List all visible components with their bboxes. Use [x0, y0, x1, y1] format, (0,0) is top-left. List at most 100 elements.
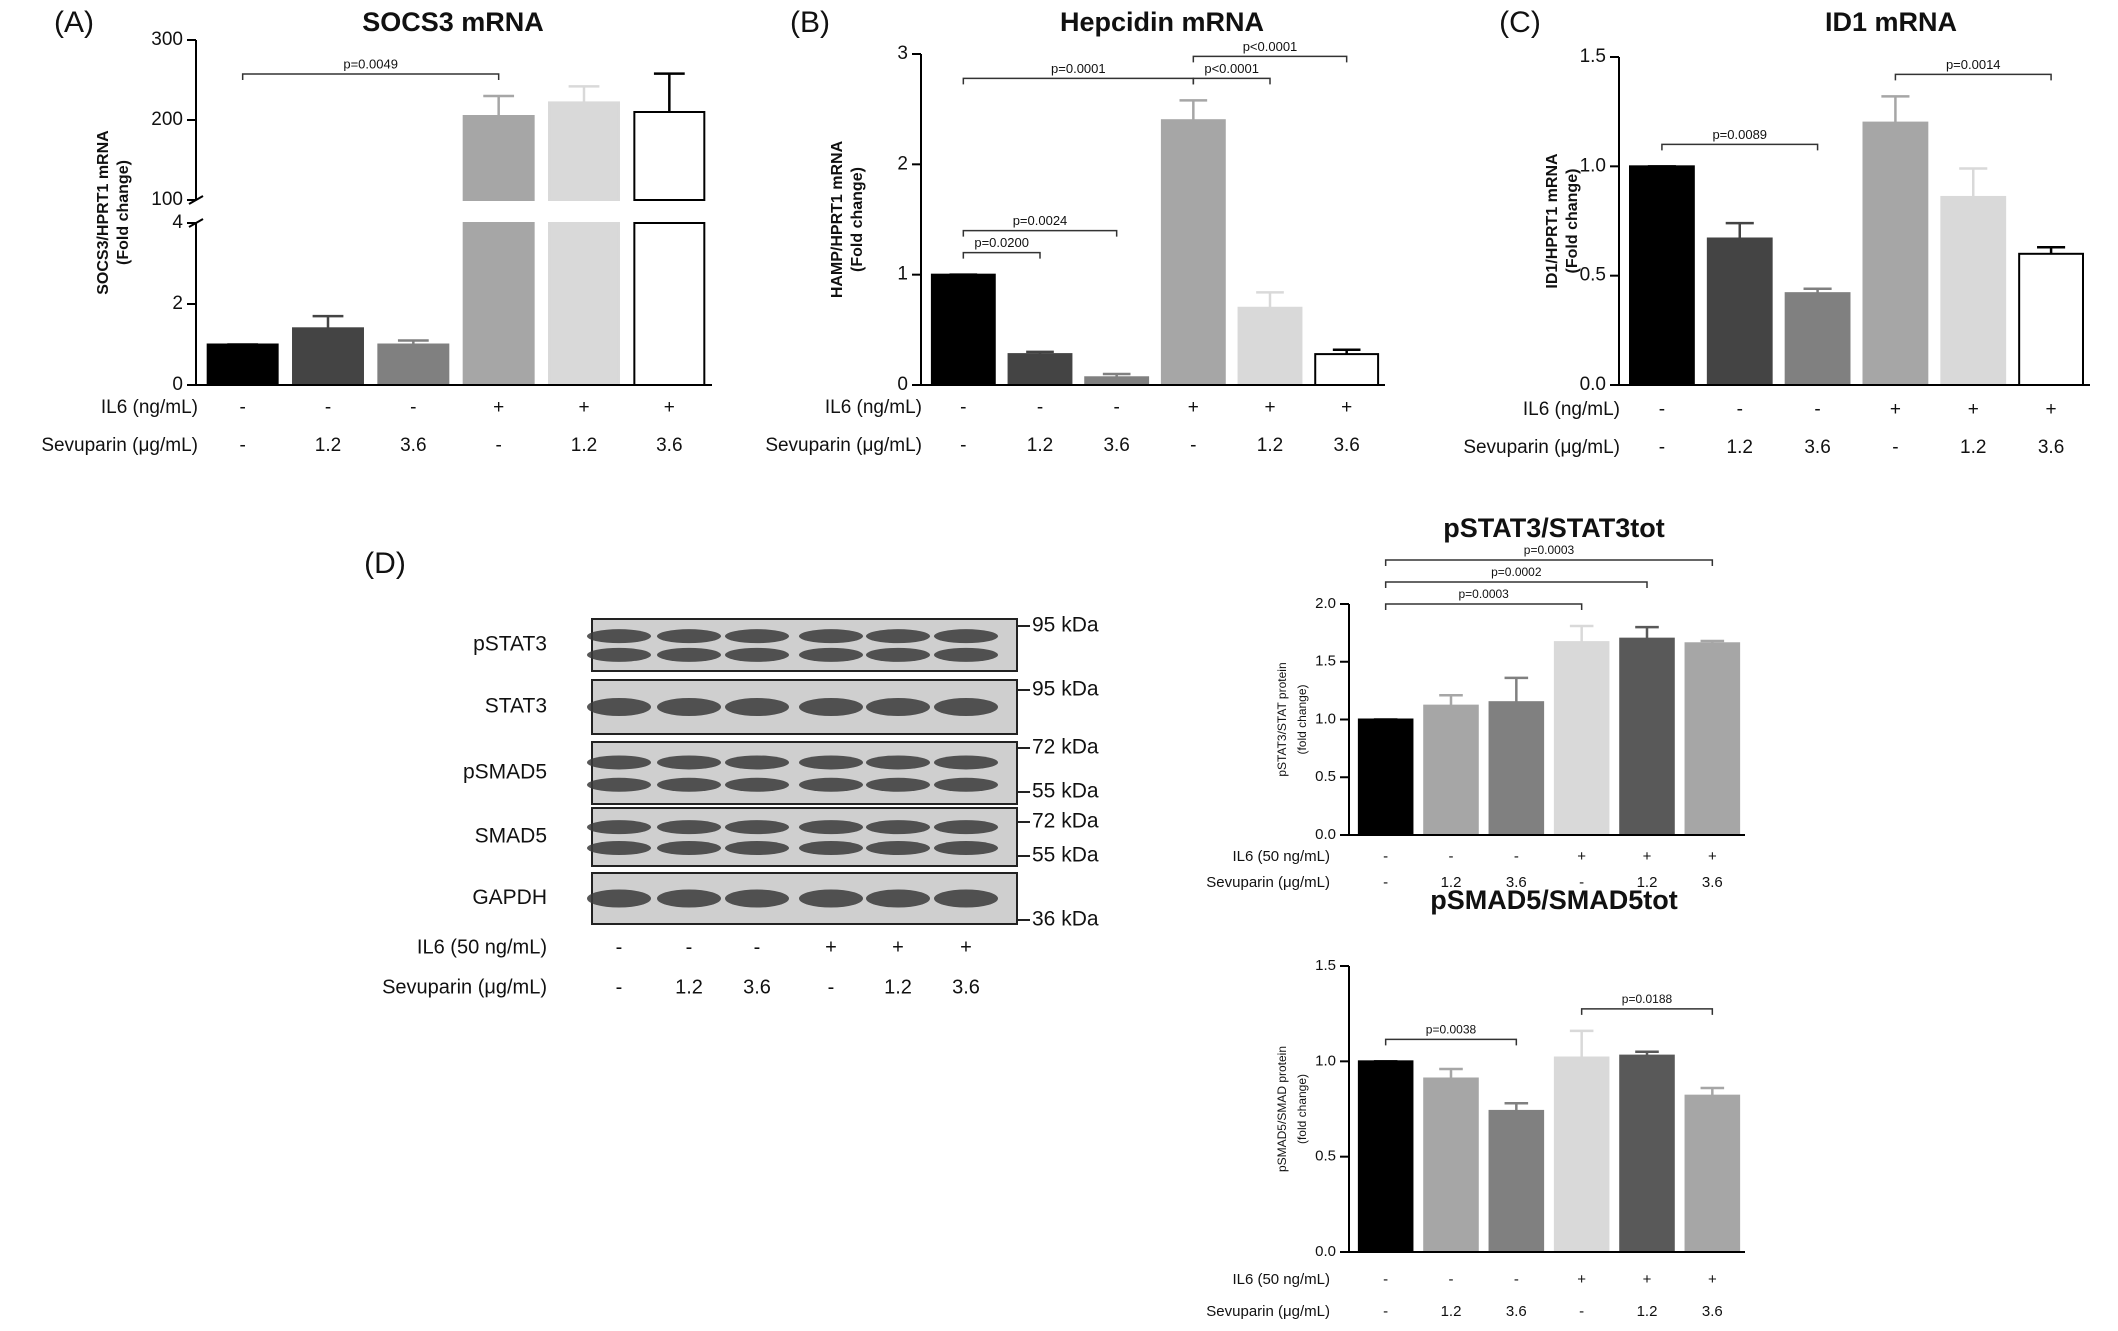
blot-band: [799, 777, 863, 792]
blot-band: [934, 755, 998, 770]
x-row-value: +: [1968, 399, 1979, 420]
bar: [1684, 1094, 1741, 1253]
x-row-value: 1.2: [1727, 437, 1753, 458]
blot-band: [657, 755, 721, 770]
bar: [1007, 353, 1073, 386]
bar: [1619, 1054, 1675, 1253]
y-tick-label: 300: [151, 29, 183, 50]
x-row-label: IL6 (50 ng/mL): [1232, 848, 1330, 865]
x-row-value: +: [1577, 848, 1586, 865]
x-row-value: -: [496, 435, 502, 456]
x-row-value: -: [1383, 1303, 1388, 1320]
bar: [2018, 252, 2084, 386]
blot-band: [866, 841, 930, 856]
bar: [1084, 376, 1150, 387]
y-axis-label: SOCS3/HPRT1 mRNA: [95, 130, 112, 295]
blot-band: [657, 647, 721, 662]
blot-band: [725, 820, 789, 835]
x-row-value: +: [892, 936, 904, 958]
x-row-value: -: [1892, 437, 1898, 458]
x-row-value: -: [686, 936, 693, 958]
panel-label: (A): [54, 6, 94, 39]
x-row-value: +: [1577, 1271, 1586, 1288]
significance-bracket: [241, 73, 500, 80]
p-value-label: p=0.0002: [1491, 565, 1542, 579]
error-bar: [1504, 676, 1529, 703]
p-value-label: p<0.0001: [1243, 39, 1298, 54]
bar: [1784, 292, 1851, 386]
blot-row-label: GAPDH: [472, 886, 547, 909]
significance-bracket: [1894, 73, 2052, 81]
y-tick-label: 1: [897, 264, 908, 285]
x-row-value: 3.6: [1702, 874, 1723, 891]
significance-bracket: [962, 229, 1118, 237]
bar: [1237, 306, 1303, 386]
blot-band: [799, 629, 863, 644]
marker-label: 55 kDa: [1032, 780, 1099, 803]
x-row-value: +: [1188, 397, 1199, 418]
error-bar: [397, 339, 429, 345]
y-axis-label: (fold change): [1295, 1074, 1309, 1144]
blot-band: [725, 777, 789, 792]
x-row-value: -: [1579, 1303, 1584, 1320]
significance-bracket: [1384, 559, 1714, 566]
chart-title: pSMAD5/SMAD5tot: [1430, 885, 1678, 915]
p-value-label: p=0.0049: [343, 56, 398, 71]
bar: [548, 101, 620, 201]
x-row-value: +: [578, 397, 589, 418]
significance-bracket: [1384, 1038, 1518, 1046]
panel-label: (B): [790, 6, 830, 39]
blot-strip: [591, 807, 1018, 867]
chart-title: ID1 mRNA: [1825, 7, 1957, 37]
y-tick-label: 0.5: [1315, 768, 1336, 785]
blot-band: [934, 841, 998, 856]
x-row-value: -: [1737, 399, 1743, 420]
bar: [1357, 718, 1414, 836]
error-bar: [1569, 624, 1594, 643]
x-row-value: -: [1514, 1271, 1519, 1288]
x-row-label: IL6 (ng/mL): [825, 397, 922, 418]
y-tick-label: 1.5: [1315, 653, 1336, 670]
x-row-value: -: [1449, 1271, 1454, 1288]
x-row-value: +: [1643, 1271, 1652, 1288]
error-bar: [1959, 167, 1988, 197]
x-row-value: -: [1449, 848, 1454, 865]
y-tick-label: 3: [897, 43, 908, 64]
blot-band: [657, 777, 721, 792]
x-row-label: Sevuparin (μg/mL): [1206, 874, 1330, 891]
x-row-value: -: [960, 397, 966, 418]
blot-band: [587, 841, 651, 856]
x-row-value: +: [493, 397, 504, 418]
x-row-value: -: [1190, 435, 1196, 456]
error-bar: [483, 94, 515, 116]
blot-band: [657, 889, 721, 908]
y-tick-label: 0: [897, 374, 908, 395]
x-row-value: 3.6: [1103, 435, 1129, 456]
y-axis-label: (Fold change): [849, 167, 866, 272]
blot-band: [866, 889, 930, 908]
x-row-value: -: [240, 435, 246, 456]
y-tick-label: 4: [172, 212, 183, 233]
blot-band: [866, 629, 930, 644]
x-row-value: 3.6: [1804, 437, 1830, 458]
bar: [633, 222, 706, 386]
bar: [1357, 1060, 1414, 1254]
blot-band: [866, 755, 930, 770]
bar: [1684, 642, 1741, 837]
y-tick-label: 1.0: [1315, 1052, 1336, 1069]
error-bar: [1102, 372, 1131, 378]
blot-band: [934, 698, 998, 716]
significance-bracket: [1661, 143, 1819, 151]
y-tick-label: 0.0: [1315, 826, 1336, 843]
x-row-value: 3.6: [2038, 437, 2064, 458]
y-tick-label: 1.5: [1315, 957, 1336, 974]
y-axis-label: pSTAT3/STAT protein: [1275, 662, 1289, 776]
y-tick-label: 0.5: [1315, 1148, 1336, 1165]
error-bar: [1504, 1102, 1529, 1111]
p-value-label: p=0.0038: [1426, 1023, 1477, 1037]
x-row-value: +: [2046, 399, 2057, 420]
x-row-value: +: [664, 397, 675, 418]
blot-band: [725, 647, 789, 662]
significance-bracket: [962, 77, 1195, 85]
x-row-value: -: [754, 936, 761, 958]
